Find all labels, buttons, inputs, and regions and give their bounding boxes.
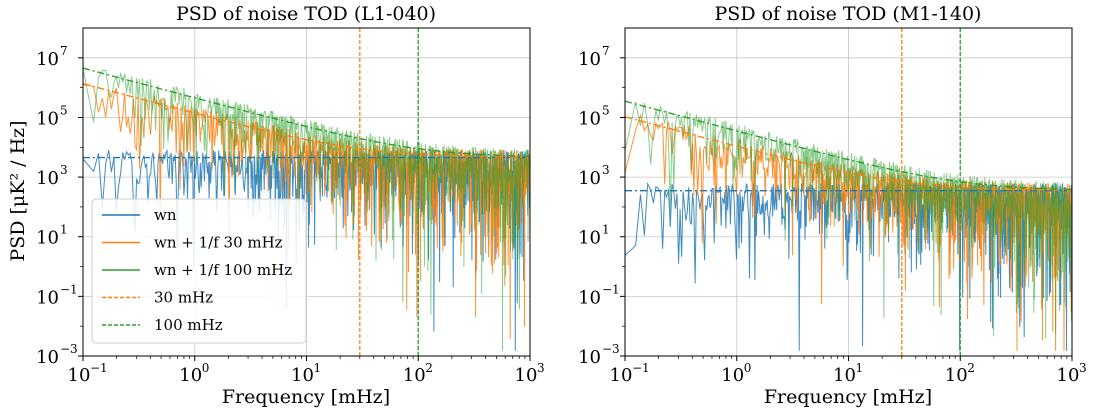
- left-plot-xlabel: Frequency [mHz]: [222, 386, 390, 408]
- x-tick-exponent: 0: [744, 361, 752, 375]
- x-tick-exponent: 1: [314, 361, 322, 375]
- plot-area: [83, 28, 530, 356]
- left-plot-ylabel: PSD [μK² / Hz]: [7, 120, 29, 261]
- x-tick-exponent: −1: [90, 361, 108, 375]
- fit-line-2: [83, 67, 530, 158]
- x-tick-exponent: 2: [425, 361, 433, 375]
- legend-label: wn: [154, 206, 177, 224]
- series-line-2: [83, 68, 530, 351]
- legend-label: wn + 1/f 100 mHz: [154, 261, 292, 279]
- y-tick-exponent: 7: [602, 44, 610, 58]
- legend-label: wn + 1/f 30 mHz: [154, 234, 283, 252]
- y-tick-label: 10: [36, 108, 59, 129]
- x-tick-label: 10: [179, 365, 202, 386]
- legend-label: 100 mHz: [154, 316, 223, 334]
- x-tick-label: 10: [721, 365, 744, 386]
- y-tick-label: 10: [578, 168, 601, 189]
- y-tick-exponent: 3: [60, 163, 68, 177]
- fit-line-1: [83, 83, 530, 158]
- x-tick-exponent: 0: [202, 361, 210, 375]
- series-line-2: [625, 101, 1072, 339]
- fit-line-1: [625, 116, 1072, 191]
- y-tick-label: 10: [36, 228, 59, 249]
- y-tick-label: 10: [578, 228, 601, 249]
- y-tick-exponent: 7: [60, 44, 68, 58]
- x-tick-label: 10: [945, 365, 968, 386]
- y-tick-label: 10: [578, 287, 601, 308]
- plot-area: [625, 28, 1072, 356]
- fit-line-2: [625, 100, 1072, 191]
- y-tick-exponent: 3: [602, 163, 610, 177]
- y-tick-exponent: 5: [602, 103, 610, 117]
- y-tick-exponent: 5: [60, 103, 68, 117]
- y-tick-label: 10: [36, 347, 59, 368]
- x-tick-exponent: −1: [632, 361, 650, 375]
- y-tick-exponent: 1: [60, 223, 68, 237]
- y-tick-exponent: −1: [60, 282, 78, 296]
- x-tick-label: 10: [403, 365, 426, 386]
- left-plot-title: PSD of noise TOD (L1-040): [176, 3, 436, 25]
- x-tick-exponent: 2: [967, 361, 975, 375]
- left-plot: PSD of noise TOD (L1-040) Frequency [mHz…: [7, 3, 545, 408]
- y-tick-exponent: −1: [602, 282, 620, 296]
- y-tick-label: 10: [36, 287, 59, 308]
- x-tick-exponent: 3: [537, 361, 545, 375]
- x-tick-exponent: 3: [1079, 361, 1087, 375]
- y-tick-exponent: −3: [602, 342, 620, 356]
- y-tick-label: 10: [578, 347, 601, 368]
- right-plot-title: PSD of noise TOD (M1-140): [715, 3, 982, 25]
- legend-box: [91, 198, 307, 344]
- legend: wn wn + 1/f 30 mHz wn + 1/f 100 mHz 30 mHz 1…: [91, 198, 307, 344]
- x-tick-label: 10: [68, 365, 91, 386]
- series-line-1: [83, 84, 530, 339]
- x-tick-label: 10: [610, 365, 633, 386]
- x-tick-label: 10: [515, 365, 538, 386]
- x-tick-label: 10: [833, 365, 856, 386]
- y-tick-label: 10: [578, 49, 601, 70]
- right-plot-xlabel: Frequency [mHz]: [764, 386, 932, 408]
- x-tick-label: 10: [1057, 365, 1080, 386]
- y-tick-exponent: 1: [602, 223, 610, 237]
- x-tick-label: 10: [291, 365, 314, 386]
- y-tick-label: 10: [578, 108, 601, 129]
- y-tick-label: 10: [36, 168, 59, 189]
- right-plot: PSD of noise TOD (M1-140) Frequency [mHz…: [578, 3, 1087, 408]
- y-tick-exponent: −3: [60, 342, 78, 356]
- y-tick-label: 10: [36, 49, 59, 70]
- legend-label: 30 mHz: [154, 289, 213, 307]
- x-tick-exponent: 1: [856, 361, 864, 375]
